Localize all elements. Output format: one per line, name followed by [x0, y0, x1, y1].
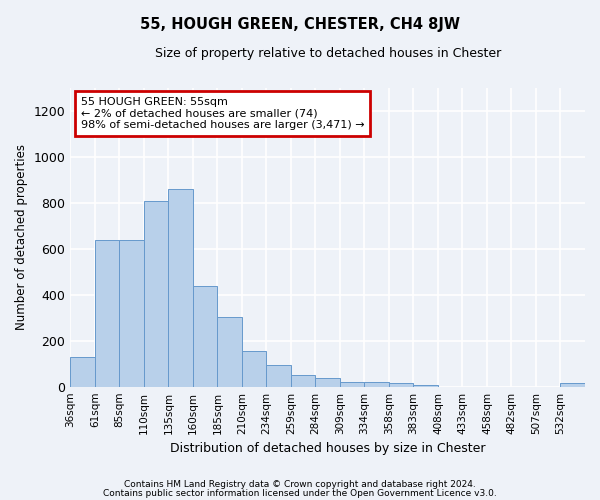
Text: Contains public sector information licensed under the Open Government Licence v3: Contains public sector information licen… — [103, 488, 497, 498]
Bar — [119, 240, 144, 386]
Bar — [193, 286, 217, 386]
Text: 55 HOUGH GREEN: 55sqm
← 2% of detached houses are smaller (74)
98% of semi-detac: 55 HOUGH GREEN: 55sqm ← 2% of detached h… — [80, 97, 364, 130]
Bar — [242, 351, 266, 386]
Bar — [169, 189, 193, 386]
Bar — [144, 200, 169, 386]
Bar — [364, 382, 389, 386]
Text: 55, HOUGH GREEN, CHESTER, CH4 8JW: 55, HOUGH GREEN, CHESTER, CH4 8JW — [140, 18, 460, 32]
Title: Size of property relative to detached houses in Chester: Size of property relative to detached ho… — [155, 48, 501, 60]
Bar — [413, 385, 438, 386]
Bar — [389, 383, 413, 386]
Bar — [291, 374, 316, 386]
Bar — [217, 316, 242, 386]
Bar — [95, 240, 119, 386]
Y-axis label: Number of detached properties: Number of detached properties — [15, 144, 28, 330]
Bar — [266, 365, 291, 386]
Bar — [316, 378, 340, 386]
Bar — [70, 357, 95, 386]
Bar — [560, 383, 585, 386]
Bar — [340, 382, 364, 386]
X-axis label: Distribution of detached houses by size in Chester: Distribution of detached houses by size … — [170, 442, 485, 455]
Text: Contains HM Land Registry data © Crown copyright and database right 2024.: Contains HM Land Registry data © Crown c… — [124, 480, 476, 489]
